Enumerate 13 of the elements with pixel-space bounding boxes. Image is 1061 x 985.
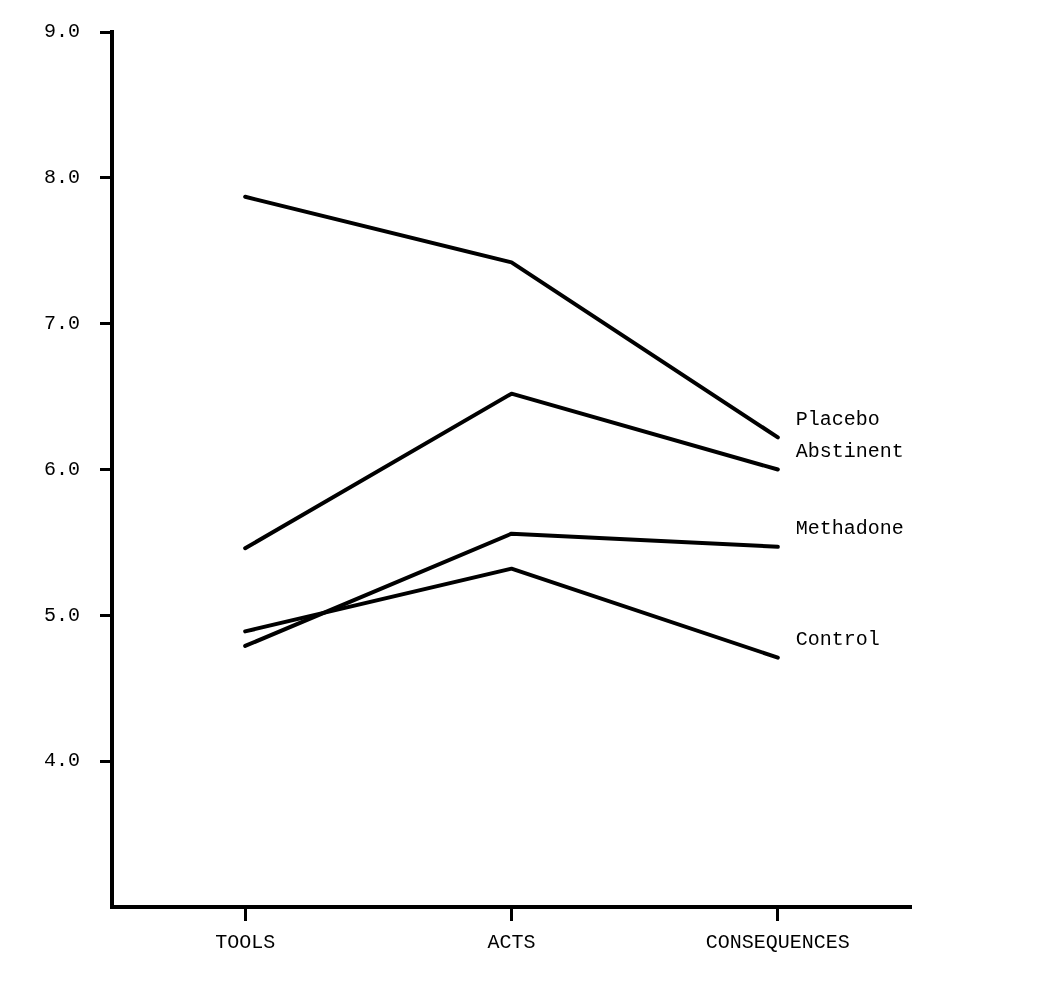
series-label: Control [795, 627, 880, 651]
x-tick-label: ACTS [487, 931, 536, 955]
series-label: Placebo [795, 407, 880, 431]
series-label: Methadone [795, 517, 904, 541]
y-tick-label: 5.0 [43, 603, 81, 627]
x-tick-label: TOOLS [215, 931, 276, 955]
y-tick-label: 4.0 [43, 749, 81, 773]
series-label: Abstinent [795, 439, 904, 463]
y-tick-label: 9.0 [43, 20, 81, 44]
y-tick-label: 6.0 [43, 457, 81, 481]
y-tick-label: 7.0 [43, 311, 81, 335]
y-tick-label: 8.0 [43, 166, 81, 190]
x-tick-label: CONSEQUENCES [705, 931, 850, 955]
